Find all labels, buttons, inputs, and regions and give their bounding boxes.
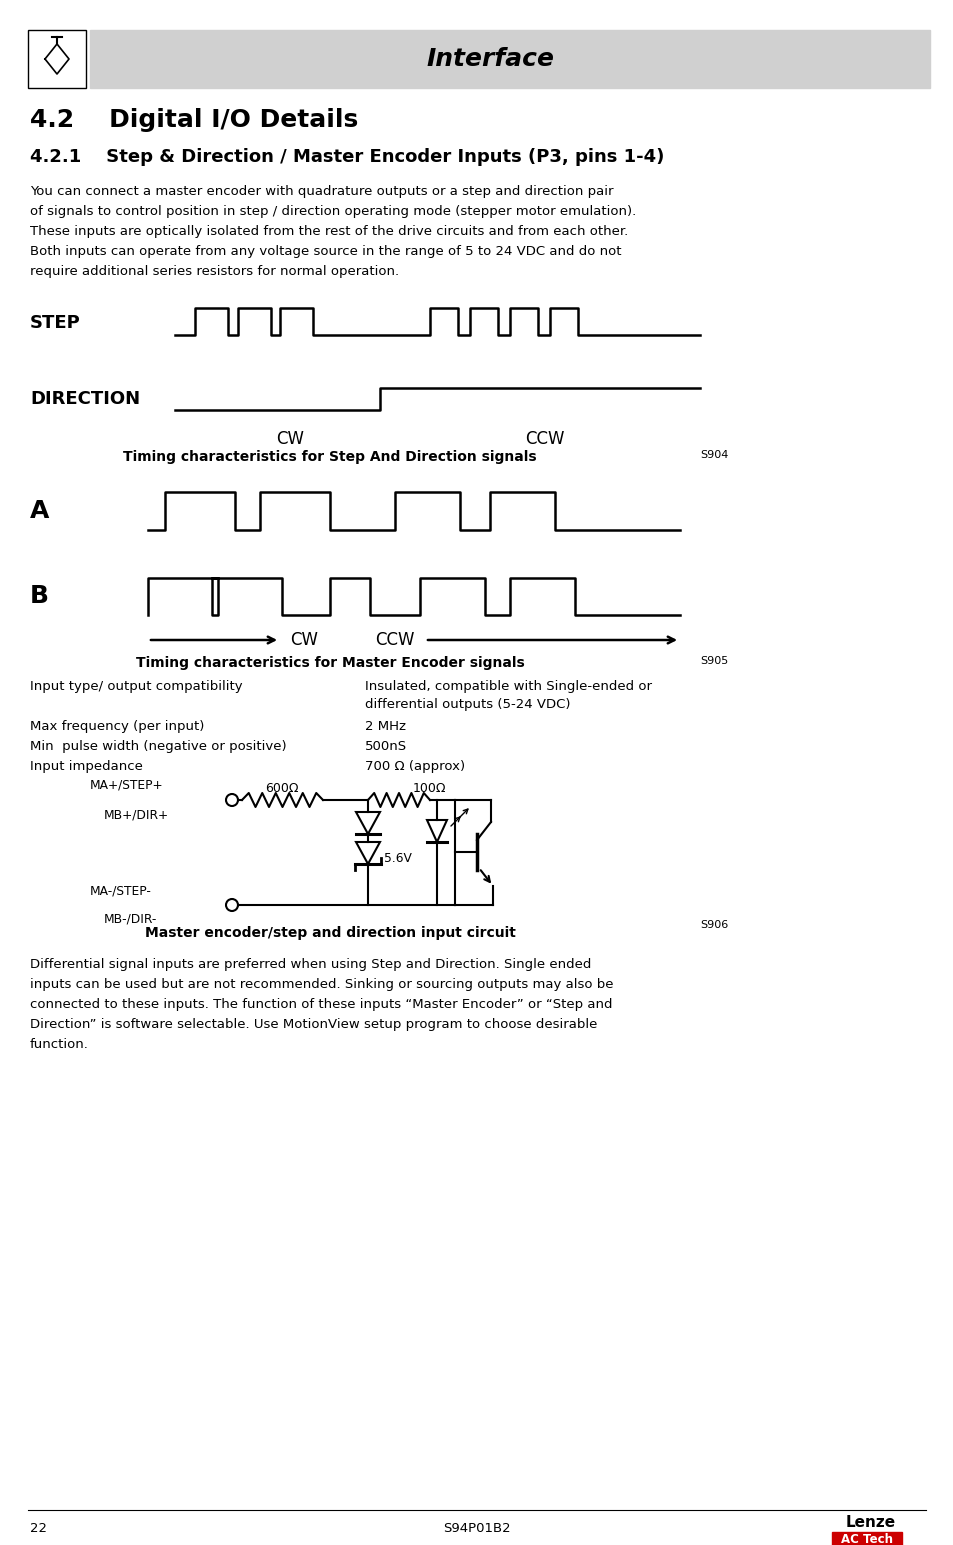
Text: 600Ω: 600Ω xyxy=(265,782,298,796)
Text: 4.2    Digital I/O Details: 4.2 Digital I/O Details xyxy=(30,108,358,131)
Text: S906: S906 xyxy=(700,919,727,930)
Text: require additional series resistors for normal operation.: require additional series resistors for … xyxy=(30,266,398,278)
Text: 2 MHz: 2 MHz xyxy=(365,720,406,732)
Text: Lenze: Lenze xyxy=(845,1516,895,1530)
Text: Input impedance: Input impedance xyxy=(30,760,143,772)
Text: 100Ω: 100Ω xyxy=(412,782,445,796)
Text: B: B xyxy=(30,584,49,609)
Text: These inputs are optically isolated from the rest of the drive circuits and from: These inputs are optically isolated from… xyxy=(30,226,628,238)
Text: Input type/ output compatibility: Input type/ output compatibility xyxy=(30,680,242,694)
Text: DIRECTION: DIRECTION xyxy=(30,389,140,408)
Text: Min  pulse width (negative or positive): Min pulse width (negative or positive) xyxy=(30,740,286,752)
Text: CW: CW xyxy=(275,430,304,448)
Text: MA-/STEP-: MA-/STEP- xyxy=(90,884,152,898)
Text: differential outputs (5-24 VDC): differential outputs (5-24 VDC) xyxy=(365,698,570,711)
Text: Both inputs can operate from any voltage source in the range of 5 to 24 VDC and : Both inputs can operate from any voltage… xyxy=(30,246,620,258)
Text: Master encoder/step and direction input circuit: Master encoder/step and direction input … xyxy=(145,925,515,939)
Text: Interface: Interface xyxy=(426,46,554,71)
Text: CW: CW xyxy=(290,630,317,649)
Bar xyxy=(28,29,86,88)
Text: S94P01B2: S94P01B2 xyxy=(443,1522,510,1536)
Text: Direction” is software selectable. Use MotionView setup program to choose desira: Direction” is software selectable. Use M… xyxy=(30,1018,597,1031)
Text: Max frequency (per input): Max frequency (per input) xyxy=(30,720,204,732)
Bar xyxy=(90,29,929,88)
Text: 22: 22 xyxy=(30,1522,47,1536)
Text: Differential signal inputs are preferred when using Step and Direction. Single e: Differential signal inputs are preferred… xyxy=(30,958,591,970)
Text: You can connect a master encoder with quadrature outputs or a step and direction: You can connect a master encoder with qu… xyxy=(30,185,613,198)
Text: Insulated, compatible with Single-ended or: Insulated, compatible with Single-ended … xyxy=(365,680,651,694)
Text: MB-/DIR-: MB-/DIR- xyxy=(104,913,157,925)
Text: AC Tech: AC Tech xyxy=(841,1533,892,1545)
Text: A: A xyxy=(30,499,50,524)
Text: S905: S905 xyxy=(700,657,727,666)
Text: Timing characteristics for Step And Direction signals: Timing characteristics for Step And Dire… xyxy=(123,450,537,464)
Text: 700 Ω (approx): 700 Ω (approx) xyxy=(365,760,465,772)
Text: inputs can be used but are not recommended. Sinking or sourcing outputs may also: inputs can be used but are not recommend… xyxy=(30,978,613,990)
Text: function.: function. xyxy=(30,1038,89,1051)
Text: S904: S904 xyxy=(700,450,727,460)
Text: CCW: CCW xyxy=(375,630,415,649)
Bar xyxy=(831,1533,901,1545)
Text: MB+/DIR+: MB+/DIR+ xyxy=(104,808,169,820)
Text: 5.6V: 5.6V xyxy=(384,853,412,865)
Text: of signals to control position in step / direction operating mode (stepper motor: of signals to control position in step /… xyxy=(30,205,636,218)
Text: CCW: CCW xyxy=(525,430,564,448)
Text: connected to these inputs. The function of these inputs “Master Encoder” or “Ste: connected to these inputs. The function … xyxy=(30,998,612,1010)
Text: 500nS: 500nS xyxy=(365,740,407,752)
Text: Timing characteristics for Master Encoder signals: Timing characteristics for Master Encode… xyxy=(135,657,524,671)
Text: MA+/STEP+: MA+/STEP+ xyxy=(90,779,164,793)
Text: STEP: STEP xyxy=(30,314,81,332)
Text: 4.2.1    Step & Direction / Master Encoder Inputs (P3, pins 1-4): 4.2.1 Step & Direction / Master Encoder … xyxy=(30,148,663,165)
